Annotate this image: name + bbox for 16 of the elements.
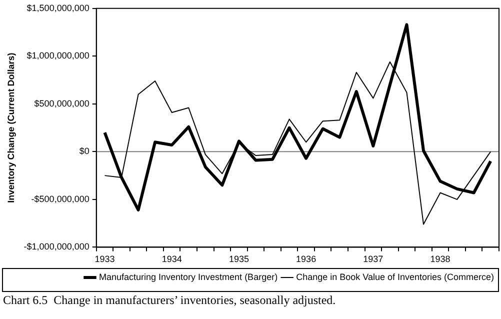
- x-tick-label: 1933: [94, 254, 115, 264]
- caption: Chart 6.5 Change in manufacturers’ inventories, seasonally adjusted.: [2, 293, 337, 308]
- legend-label: Change in Book Value of Inventories (Commerce): [296, 272, 494, 282]
- y-tick-label: -$500,000,000: [31, 194, 90, 204]
- y-tick-label: $0: [79, 146, 90, 156]
- x-tick-label: 1934: [162, 254, 182, 264]
- x-tick-label: 1938: [430, 254, 450, 264]
- y-tick-label: $500,000,000: [34, 98, 90, 108]
- x-tick-label: 1937: [363, 254, 384, 264]
- x-tick-label: 1935: [228, 254, 249, 264]
- legend-label: Manufacturing Inventory Investment (Barger): [98, 272, 278, 282]
- y-tick-label: $1,500,000,000: [26, 2, 90, 13]
- y-tick-label: -$1,000,000,000: [24, 242, 90, 252]
- x-tick-label: 1936: [296, 254, 316, 264]
- y-axis-title: Inventory Change (Current Dollars): [6, 52, 16, 203]
- y-tick-label: $1,000,000,000: [26, 50, 90, 61]
